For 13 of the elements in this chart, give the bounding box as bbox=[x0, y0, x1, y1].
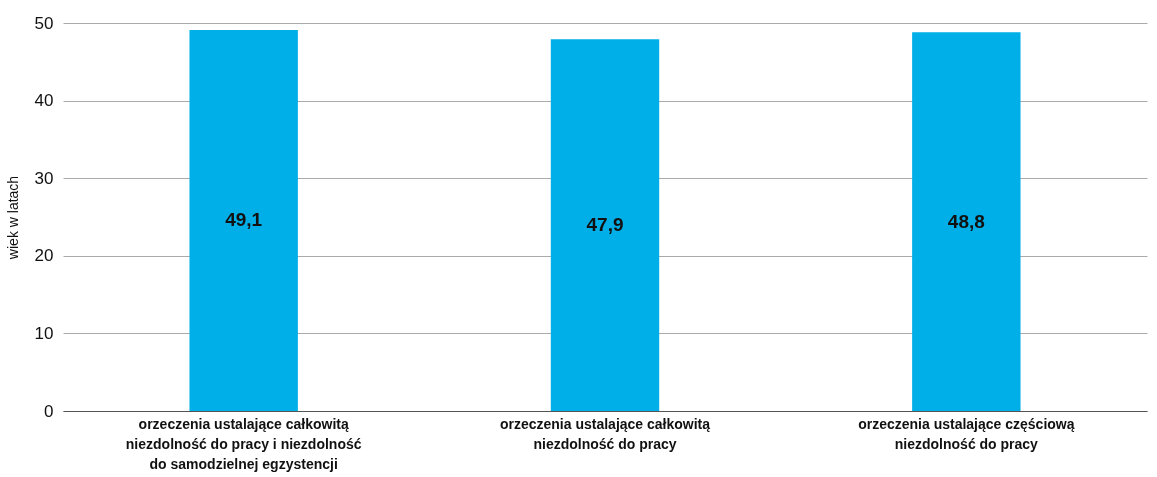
x-tick-label: orzeczenia ustalające częściową niezdolność do pracy bbox=[858, 415, 1075, 452]
x-tick-label: orzeczenia ustalające całkowitą niezdolność do pracy bbox=[499, 415, 711, 452]
y-tick-label: 40 bbox=[34, 91, 54, 111]
y-tick-label: 0 bbox=[44, 401, 54, 421]
data-label: 49,1 bbox=[225, 209, 263, 231]
y-tick-label: 50 bbox=[34, 13, 54, 33]
data-label: 48,8 bbox=[947, 210, 985, 232]
y-axis-title: wiek w latach bbox=[4, 175, 21, 261]
y-tick-label: 20 bbox=[34, 246, 54, 266]
x-tick-label: orzeczenia ustalające całkowitą niezdolność do pracy i niezdolność do samodzielnej egzystencji bbox=[125, 415, 362, 472]
data-label: 47,9 bbox=[586, 214, 624, 236]
y-tick-label: 10 bbox=[34, 323, 54, 343]
y-tick-label: 30 bbox=[34, 168, 54, 188]
